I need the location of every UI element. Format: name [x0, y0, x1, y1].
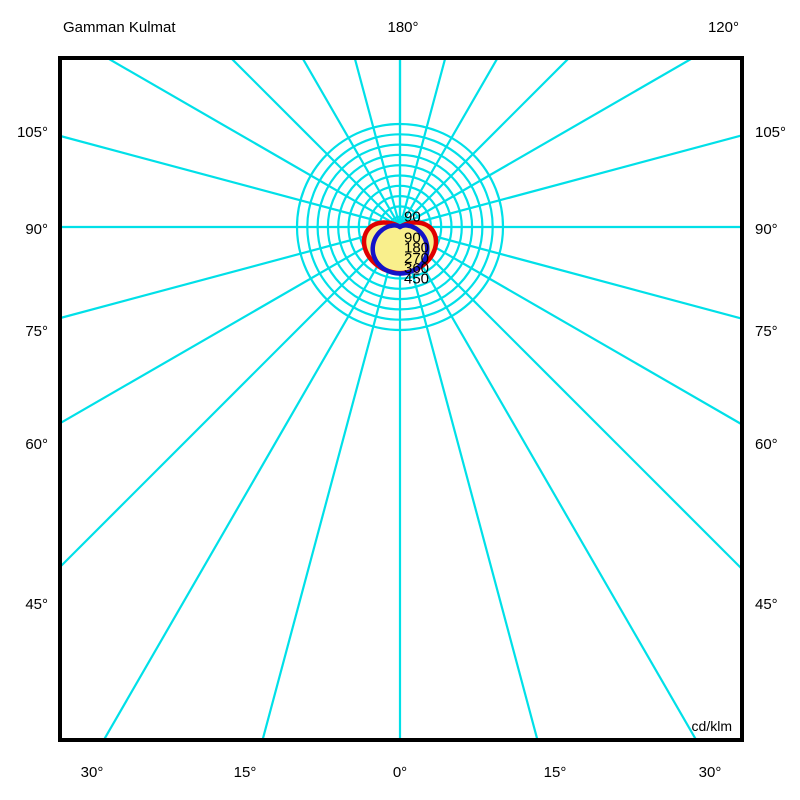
distribution-fill [364, 222, 436, 274]
distribution-curves [361, 220, 439, 276]
radial-tick-label-90-upper: 90 [404, 209, 421, 226]
bottom-angle-label-left-30: 30° [81, 764, 104, 781]
plot-frame [58, 56, 744, 742]
radial-tick-label-180: 180 [404, 240, 429, 257]
bottom-angle-label-left-15: 15° [234, 764, 257, 781]
right-angle-label-45: 45° [755, 596, 778, 613]
bottom-angle-label-right-30: 30° [699, 764, 722, 781]
top-center-angle-label: 180° [387, 19, 418, 36]
left-angle-label-90: 90° [25, 221, 48, 238]
chart-title: Gamman Kulmat [63, 19, 176, 36]
left-angle-label-105: 105° [17, 124, 48, 141]
curve-c90 [370, 223, 430, 276]
bottom-angle-label-0: 0° [393, 764, 407, 781]
right-angle-label-105: 105° [755, 124, 786, 141]
top-right-angle-label: 120° [708, 19, 739, 36]
radial-tick-label-360: 360 [404, 260, 429, 277]
bottom-angle-label-right-15: 15° [544, 764, 567, 781]
right-angle-label-90: 90° [755, 221, 778, 238]
left-angle-label-75: 75° [25, 323, 48, 340]
left-angle-label-45: 45° [25, 596, 48, 613]
radial-tick-label-90: 90 [404, 229, 421, 246]
right-angle-label-75: 75° [755, 323, 778, 340]
right-angle-label-60: 60° [755, 436, 778, 453]
unit-label: cd/klm [692, 718, 732, 734]
radial-tick-label-270: 270 [404, 250, 429, 267]
left-angle-label-60: 60° [25, 436, 48, 453]
radial-tick-label-450: 450 [404, 270, 429, 287]
